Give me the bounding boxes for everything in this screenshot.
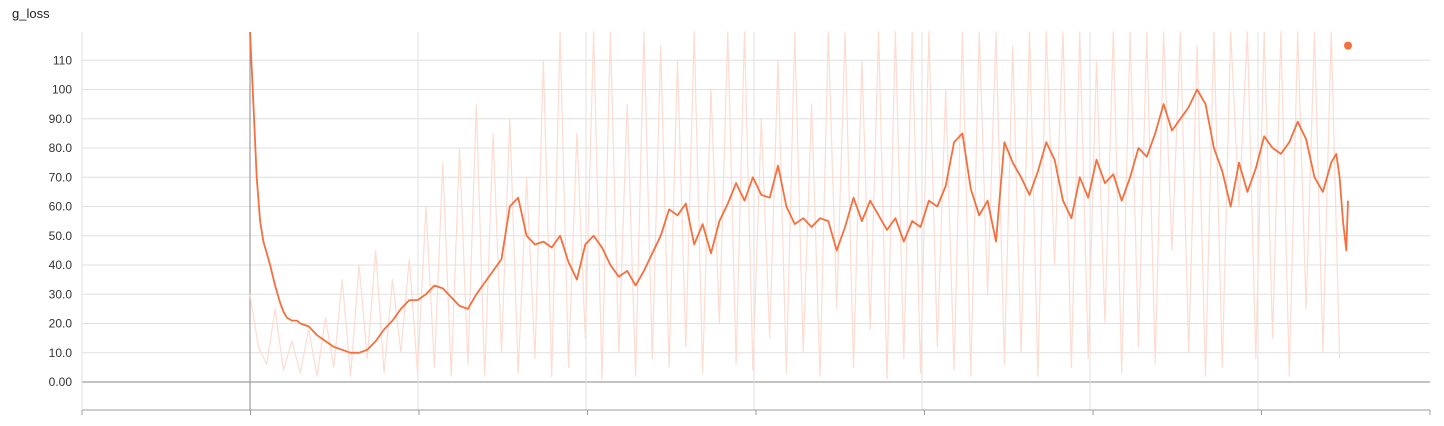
y-tick-label: 80.0 [49, 141, 73, 155]
raw-series-line [249, 31, 1341, 380]
y-tick-label: 20.0 [49, 317, 73, 331]
chart-grid [82, 32, 1430, 410]
y-tick-label: 40.0 [49, 258, 73, 272]
y-tick-label: 50.0 [49, 229, 73, 243]
series-end-marker [1344, 41, 1352, 50]
y-tick-label: 0.00 [49, 375, 73, 389]
y-tick-label: 100 [52, 83, 72, 97]
y-tick-label: 70.0 [49, 170, 73, 184]
smoothed-series-line [249, 31, 1349, 354]
y-axis-ticks: 0.00 10.0 20.0 30.0 40.0 50.0 60.0 70.0 80.0 90.0… [49, 53, 73, 389]
x-axis-ticks [81, 410, 1431, 415]
y-tick-label: 10.0 [49, 346, 73, 360]
chart-series [249, 31, 1352, 380]
y-tick-label: 110 [53, 53, 72, 67]
y-tick-label: 60.0 [49, 200, 73, 214]
y-tick-label: 90.0 [49, 112, 73, 126]
chart-title: g_loss [12, 6, 50, 21]
y-tick-label: 30.0 [49, 287, 73, 301]
